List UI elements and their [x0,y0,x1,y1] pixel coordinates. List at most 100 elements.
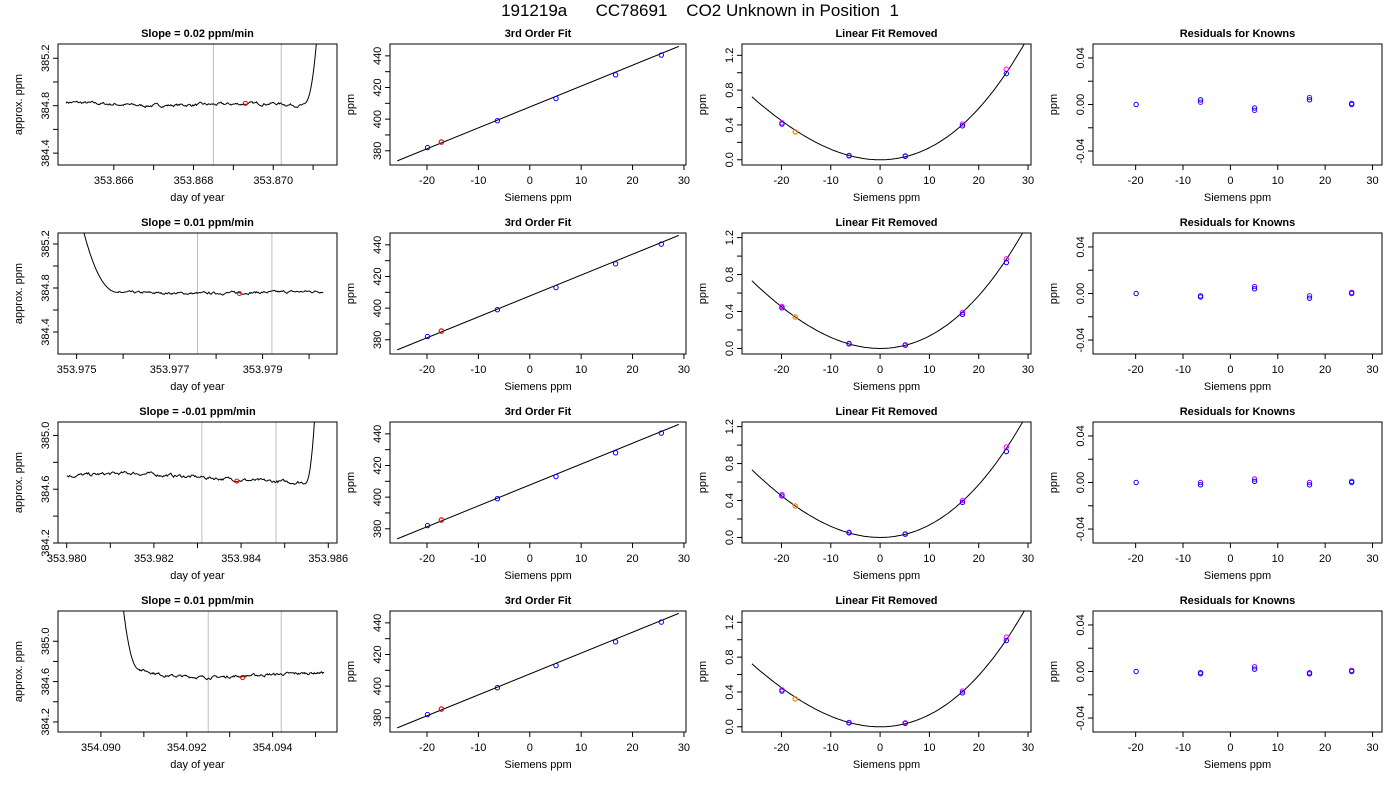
known-point [902,720,908,726]
panel-r2-c4: Residuals for Knowns -20 -10 0 10 20 30 -0.04 0.… [1048,217,1383,393]
x-tick-label: 353.984 [221,553,261,565]
y-tick-label: 440 [372,425,384,443]
x-tick-label: 0 [527,742,533,754]
x-tick-label: 354.090 [81,742,121,754]
x-tick-label: 0 [877,553,883,565]
known-point [902,342,908,348]
y-axis-label: ppm [697,94,709,115]
known-point [779,688,785,694]
x-tick-label: -10 [823,364,839,376]
x-tick-label: -10 [823,175,839,187]
x-tick-label: 0 [527,553,533,565]
x-tick-label: -10 [1175,742,1191,754]
known-point [658,241,665,247]
y-tick-label: 384.8 [40,274,52,302]
panel-title: Residuals for Knowns [1180,217,1296,229]
known-point [959,499,966,506]
y-tick-label: 0.04 [1075,236,1087,257]
known-point [1003,70,1010,77]
x-tick-label: 30 [1022,364,1034,376]
plot-area [751,233,1024,350]
x-tick-label: 10 [1272,175,1284,187]
x-axis-label: Siemens ppm [504,192,571,204]
y-axis-label: ppm [1048,94,1060,115]
x-tick-label: 0 [877,364,883,376]
x-tick-label: 20 [1319,742,1331,754]
x-tick-label: 0 [1227,175,1233,187]
x-tick-label: 0 [1227,364,1233,376]
plot-frame [741,232,1032,355]
x-tick-label: 30 [1366,175,1378,187]
panel-title: Linear Fit Removed [835,28,937,40]
x-axis-label: day of year [170,759,225,771]
panel-r1-c4: Residuals for Knowns -20 -10 0 10 20 30 -0.04 0.… [1048,28,1383,204]
known-point [1197,669,1204,676]
x-tick-label: -20 [1128,364,1144,376]
x-tick-label: -10 [823,742,839,754]
known-point [612,261,619,267]
x-axis-label: Siemens ppm [853,192,920,204]
x-axis-label: day of year [170,192,225,204]
plot-frame [389,421,687,544]
panel-r1-c1: Slope = 0.02 ppm/min 353.866 353.868 353.87… [13,28,338,204]
y-tick-label: -0.04 [1075,705,1087,730]
unknown-point [792,314,799,320]
plot-frame [389,610,687,733]
known-point [658,430,665,436]
x-axis-label: day of year [170,381,225,393]
panel-r3-c4: Residuals for Knowns -20 -10 0 10 20 30 -0.04 0.… [1048,406,1383,582]
y-tick-label: 440 [372,614,384,632]
known-point [494,496,501,502]
plot-frame [57,232,338,355]
x-tick-label: -10 [470,742,486,754]
y-tick-label: 0.4 [724,304,736,319]
concentration-trace [66,422,315,485]
known-point [658,619,665,625]
figure-title: 191219a CC78691 CO2 Unknown in Position … [501,1,899,20]
x-axis-label: Siemens ppm [1204,570,1271,582]
panel-title: 3rd Order Fit [505,406,572,418]
x-tick-label: 353.979 [243,364,283,376]
y-tick-label: 0.8 [724,82,736,97]
x-tick-label: 0 [877,742,883,754]
y-tick-label: 440 [372,236,384,254]
y-tick-label: 0.04 [1075,614,1087,635]
x-tick-label: 354.092 [167,742,207,754]
y-tick-label: 0.00 [1075,472,1087,493]
y-axis-label: ppm [345,283,357,304]
known-point [902,153,908,159]
known-point [494,118,501,124]
fit-curve [751,233,1024,350]
x-tick-label: 353.980 [47,553,87,565]
unknown-point [792,696,799,702]
known-point [959,690,966,696]
concentration-trace [83,233,324,296]
x-axis-label: Siemens ppm [504,759,571,771]
unknown-point [438,328,445,334]
y-tick-label: 1.2 [724,419,736,434]
y-tick-label: 1.2 [724,230,736,245]
fit-curve [751,422,1024,539]
plot-frame [57,421,338,544]
known-point-alt [959,497,966,504]
unknown-point [792,503,799,509]
x-tick-label: 30 [678,553,690,565]
y-tick-label: 0.0 [724,719,736,734]
panel-title: Slope = 0.02 ppm/min [141,28,254,40]
plot-frame [741,421,1032,544]
y-tick-label: 384.8 [40,92,52,120]
known-point [494,307,501,313]
known-point [1251,105,1258,111]
plot-area [397,234,679,351]
x-tick-label: 20 [973,364,985,376]
fit-curve [751,611,1025,728]
fit-curve [751,44,1025,161]
x-axis-label: Siemens ppm [1204,192,1271,204]
x-tick-label: 353.866 [94,175,134,187]
x-tick-label: 30 [1366,742,1378,754]
x-tick-label: 10 [1272,364,1284,376]
y-axis-label: ppm [1048,661,1060,682]
y-tick-label: 0.8 [724,456,736,471]
x-tick-label: 30 [678,364,690,376]
panel-title: Slope = -0.01 ppm/min [139,406,256,418]
